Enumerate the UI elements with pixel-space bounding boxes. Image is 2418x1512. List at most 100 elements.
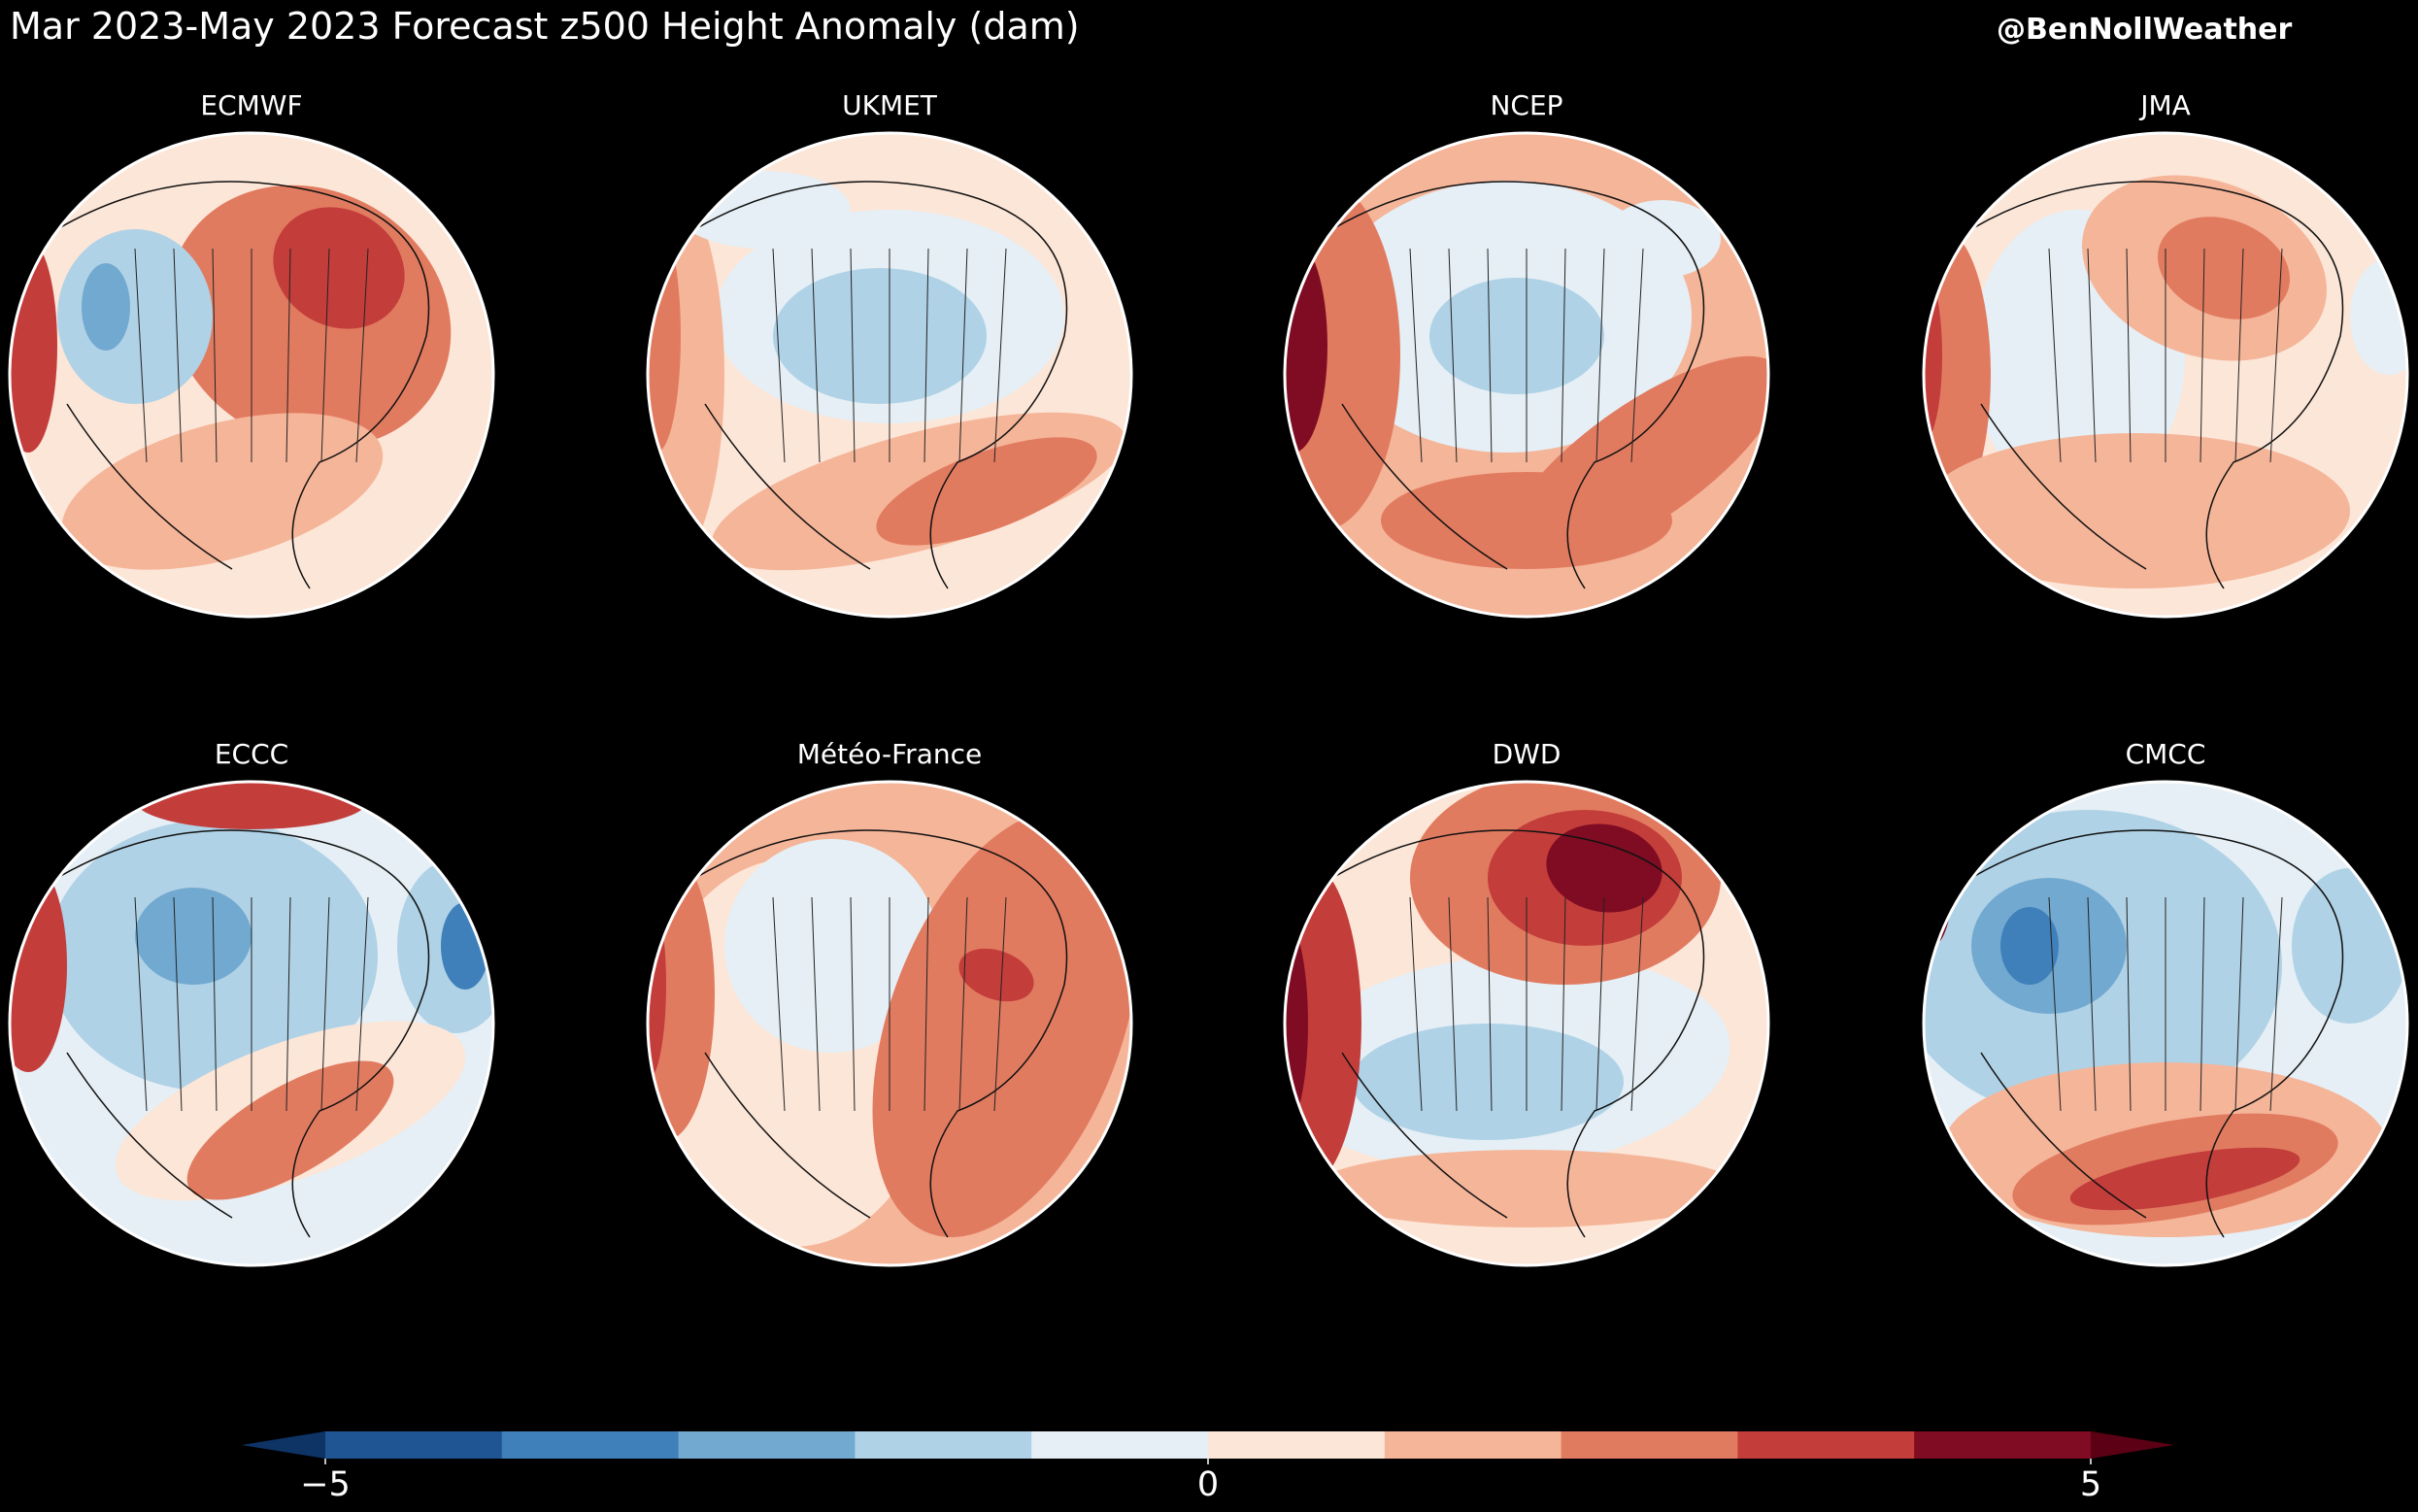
- panel-title: NCEP: [1490, 89, 1562, 121]
- anomaly-region: [2000, 907, 2059, 985]
- border: [2048, 248, 2062, 463]
- border: [958, 248, 968, 463]
- border: [1448, 248, 1458, 463]
- border: [2087, 248, 2097, 463]
- border: [772, 248, 786, 463]
- anomaly-region: [273, 207, 405, 329]
- panel-title: Météo-France: [797, 738, 982, 770]
- colorbar-bin: [325, 1431, 503, 1459]
- anomaly-region: [773, 268, 987, 404]
- panel-title: UKMET: [842, 89, 938, 121]
- globe: [648, 133, 1131, 617]
- border: [2234, 896, 2244, 1112]
- anomaly-region: [872, 810, 1131, 1237]
- border: [1630, 248, 1644, 463]
- anomaly-region: [1604, 200, 1721, 278]
- globe-edge: [8, 131, 495, 619]
- panel-title: DWD: [1493, 738, 1562, 770]
- border: [2269, 896, 2283, 1112]
- globe-edge: [646, 780, 1133, 1267]
- anomaly-region: [2350, 258, 2407, 375]
- anomaly-region: [2158, 217, 2290, 319]
- border: [2269, 248, 2283, 463]
- colorbar-bin: [1737, 1431, 1915, 1459]
- border: [1561, 248, 1566, 463]
- border: [355, 896, 369, 1112]
- border: [1595, 248, 1605, 463]
- anomaly-region: [1313, 1150, 1740, 1227]
- border: [212, 248, 218, 463]
- border: [1487, 248, 1493, 463]
- border: [1595, 896, 1605, 1112]
- border: [850, 896, 856, 1112]
- border: [2200, 248, 2205, 463]
- globe: [648, 782, 1131, 1265]
- coastline: [1331, 829, 1705, 1238]
- anomaly-region: [648, 849, 715, 1140]
- border: [212, 896, 218, 1112]
- anomaly-region: [1924, 433, 2350, 588]
- globe: [1924, 133, 2407, 617]
- globe-edge: [1922, 780, 2409, 1267]
- colorbar-bin: [678, 1431, 856, 1459]
- colorbar-bin: [1561, 1431, 1738, 1459]
- coastline: [694, 181, 1068, 589]
- anomaly-region: [1429, 278, 1604, 394]
- border: [1409, 248, 1423, 463]
- border: [924, 896, 929, 1112]
- globe: [10, 133, 493, 617]
- colorbar-bin: [1208, 1431, 1386, 1459]
- coastline: [694, 829, 1068, 1238]
- border: [958, 896, 968, 1112]
- colorbar-bin: [1031, 1431, 1209, 1459]
- border: [173, 248, 183, 463]
- colorbar-bin: [1914, 1431, 2092, 1459]
- border: [285, 248, 291, 463]
- anomaly-region: [1546, 823, 1662, 913]
- globe-edge: [1922, 131, 2409, 619]
- anomaly-region: [724, 839, 938, 1053]
- border: [173, 896, 183, 1112]
- panel-title: CMCC: [2126, 738, 2206, 770]
- colorbar-tick-label: 0: [1197, 1465, 1219, 1504]
- panel-title: ECCC: [215, 738, 288, 770]
- border: [1630, 896, 1644, 1112]
- border: [2048, 896, 2062, 1112]
- colorbar-over: [2091, 1431, 2174, 1459]
- globe-edge: [1283, 131, 1770, 619]
- coastline: [1331, 181, 1705, 589]
- border: [1561, 896, 1566, 1112]
- anomaly-region: [1352, 1024, 1624, 1140]
- globe: [1924, 782, 2407, 1265]
- colorbar-bin: [855, 1431, 1032, 1459]
- border: [811, 248, 821, 463]
- colorbar-bin: [1384, 1431, 1562, 1459]
- colorbar-bin: [501, 1431, 680, 1459]
- border: [1409, 896, 1423, 1112]
- panel-title: JMA: [2138, 89, 2191, 121]
- border: [134, 896, 148, 1112]
- border: [924, 248, 929, 463]
- anomaly-region: [1381, 472, 1672, 569]
- panel-title: ECMWF: [200, 89, 302, 121]
- coastline: [56, 829, 430, 1238]
- coastline: [56, 181, 430, 589]
- colorbar-under: [242, 1431, 325, 1459]
- border: [2126, 896, 2132, 1112]
- border: [2200, 896, 2205, 1112]
- border: [320, 248, 330, 463]
- border: [993, 896, 1007, 1112]
- globe-edge: [1283, 780, 1770, 1267]
- anomaly-region: [958, 948, 1034, 1002]
- anomaly-region: [82, 263, 130, 351]
- anomaly-region: [1285, 239, 1327, 453]
- colorbar-tick-label: −5: [300, 1465, 351, 1504]
- anomaly-region: [2069, 1147, 2300, 1211]
- border: [134, 248, 148, 463]
- globe-edge: [646, 131, 1133, 619]
- handle: @BenNollWeather: [1997, 13, 2293, 47]
- border: [993, 248, 1007, 463]
- anomaly-region: [10, 858, 67, 1072]
- figure-title: Mar 2023-May 2023 Forecast z500 Height A…: [10, 5, 1080, 48]
